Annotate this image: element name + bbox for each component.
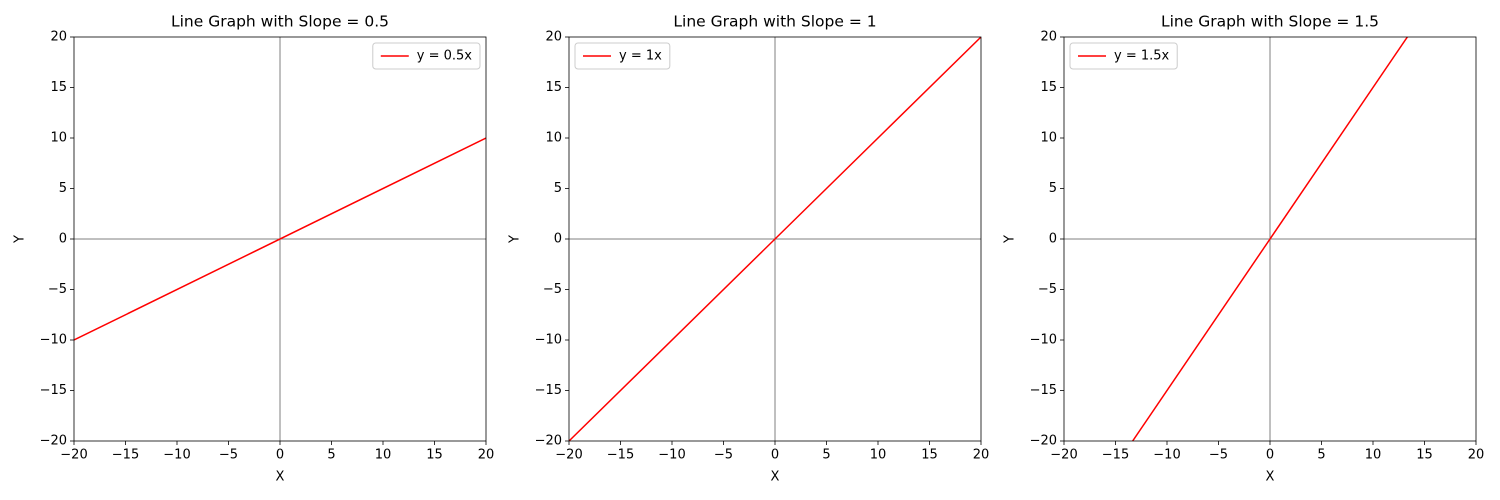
x-axis-label: X — [771, 470, 780, 485]
plot-area — [74, 137, 486, 341]
y-tick-label: 0 — [1049, 232, 1057, 247]
legend-box — [574, 42, 671, 70]
y-tick-label: 10 — [545, 131, 562, 146]
y-tick-label: −15 — [40, 383, 67, 398]
y-axis-label: Y — [508, 235, 523, 244]
panel: Line Graph with Slope = 0.5 X Y −20 −15 −10 −5… — [13, 13, 495, 485]
x-tick-label: −5 — [219, 448, 238, 463]
y-tick-label: 15 — [50, 80, 67, 95]
y-tick-label: 20 — [545, 30, 562, 45]
x-tick-label: 15 — [1416, 448, 1433, 463]
y-tick-label: 10 — [1040, 131, 1057, 146]
x-tick-label: 15 — [921, 448, 938, 463]
x-tick-label: 5 — [327, 448, 335, 463]
x-axis-label: X — [1266, 470, 1275, 485]
y-tick-label: 20 — [50, 30, 67, 45]
x-tick-label: −20 — [1050, 448, 1077, 463]
legend-label: y = 0.5x — [417, 49, 473, 64]
axes-frame — [568, 36, 982, 442]
x-tick-label: −10 — [658, 448, 685, 463]
x-tick-label: −5 — [1209, 448, 1228, 463]
y-tick-label: 5 — [554, 181, 562, 196]
x-axis-label: X — [276, 470, 285, 485]
y-tick-label: 5 — [59, 181, 67, 196]
legend: y = 1.5x — [1069, 42, 1178, 70]
x-tick-label: 15 — [426, 448, 443, 463]
line-series — [74, 137, 486, 341]
y-tick-label: −5 — [1038, 282, 1057, 297]
y-axis-label: Y — [1003, 235, 1018, 244]
x-tick-label: −20 — [60, 448, 87, 463]
y-tick-label: −10 — [1030, 333, 1057, 348]
x-tick-label: −15 — [112, 448, 139, 463]
x-tick-label: 10 — [870, 448, 887, 463]
y-tick-label: 0 — [59, 232, 67, 247]
x-tick-label: −15 — [607, 448, 634, 463]
legend-box — [1069, 42, 1178, 70]
chart-title: Line Graph with Slope = 0.5 — [171, 13, 389, 31]
y-tick-label: −20 — [40, 434, 67, 449]
y-tick-label: 15 — [545, 80, 562, 95]
x-tick-label: −10 — [163, 448, 190, 463]
x-tick-label: 0 — [276, 448, 284, 463]
x-tick-label: 20 — [478, 448, 495, 463]
x-tick-label: 20 — [1468, 448, 1485, 463]
x-tick-label: 10 — [375, 448, 392, 463]
line-series — [1131, 37, 1409, 441]
x-tick-label: 0 — [1266, 448, 1274, 463]
legend-box — [372, 42, 481, 70]
y-tick-label: −20 — [535, 434, 562, 449]
x-tick-label: −5 — [714, 448, 733, 463]
legend-label: y = 1.5x — [1114, 49, 1170, 64]
legend-label: y = 1x — [619, 49, 662, 64]
y-tick-label: 5 — [1049, 181, 1057, 196]
line-series — [569, 37, 981, 441]
y-axis-label: Y — [13, 235, 28, 244]
y-tick-label: −15 — [535, 383, 562, 398]
axes-frame — [1063, 36, 1477, 442]
chart-title: Line Graph with Slope = 1 — [673, 13, 876, 31]
x-tick-label: 0 — [771, 448, 779, 463]
y-tick-label: 20 — [1040, 30, 1057, 45]
y-tick-label: −20 — [1030, 434, 1057, 449]
plot-area — [569, 37, 981, 441]
x-tick-label: −20 — [555, 448, 582, 463]
y-tick-label: 10 — [50, 131, 67, 146]
y-tick-label: −15 — [1030, 383, 1057, 398]
axes-frame — [73, 36, 487, 442]
x-tick-label: −10 — [1153, 448, 1180, 463]
y-tick-label: −5 — [543, 282, 562, 297]
x-tick-label: 20 — [973, 448, 990, 463]
y-tick-label: −10 — [535, 333, 562, 348]
x-tick-label: −15 — [1102, 448, 1129, 463]
chart-title: Line Graph with Slope = 1.5 — [1161, 13, 1379, 31]
x-tick-label: 5 — [1317, 448, 1325, 463]
plot-area — [1131, 37, 1409, 441]
x-tick-label: 10 — [1365, 448, 1382, 463]
panel: Line Graph with Slope = 1 X Y −20 −15 −10 −5 0 5… — [508, 13, 990, 485]
legend: y = 1x — [574, 42, 671, 70]
y-tick-label: −10 — [40, 333, 67, 348]
y-tick-label: −5 — [48, 282, 67, 297]
legend: y = 0.5x — [372, 42, 481, 70]
y-tick-label: 0 — [554, 232, 562, 247]
x-tick-label: 5 — [822, 448, 830, 463]
y-tick-label: 15 — [1040, 80, 1057, 95]
panel: Line Graph with Slope = 1.5 X Y −20 −15 −10 −5… — [1003, 13, 1485, 485]
